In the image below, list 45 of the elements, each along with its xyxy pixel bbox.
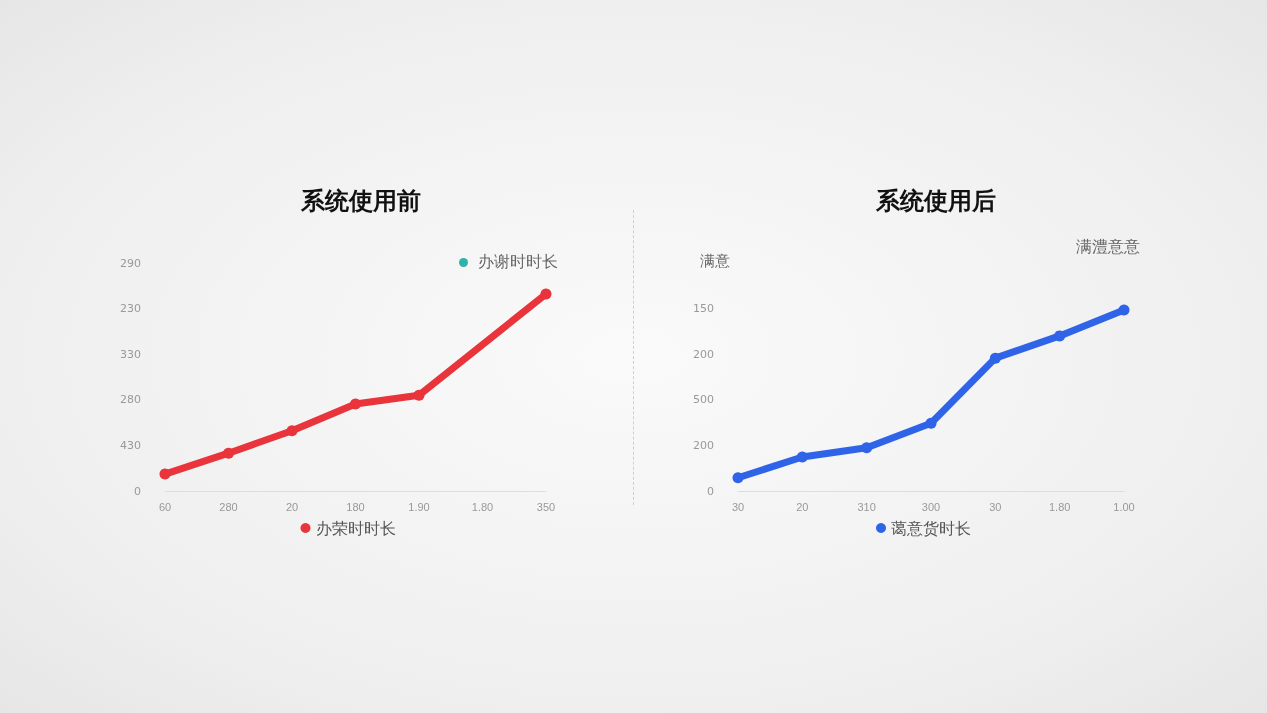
point — [796, 451, 808, 463]
x-tick-label: 30 — [731, 500, 745, 513]
point — [350, 398, 361, 410]
x-tick-label: 280 — [219, 500, 238, 513]
x-tick-label: 20 — [285, 500, 299, 513]
text: 290 — [120, 256, 141, 270]
point — [989, 352, 1001, 364]
point — [861, 442, 873, 454]
x-tick-label: 1.90 — [408, 500, 430, 513]
x-tick-label: 350 — [536, 500, 556, 513]
x-tick-label: 180 — [346, 500, 365, 513]
text: 280 — [120, 393, 141, 407]
legend-label: 蔼意货时长 — [891, 519, 971, 537]
point — [732, 472, 744, 484]
point — [1118, 304, 1130, 316]
x-tick-label: 20 — [796, 500, 809, 513]
x-tick-label: 1.80 — [1048, 500, 1071, 513]
text: 200 — [693, 347, 714, 361]
chart-title: 系统使用后 — [875, 187, 996, 215]
point — [925, 417, 937, 429]
text: 办谢时时长 — [478, 251, 558, 271]
y-axis-title: 满意 — [700, 252, 730, 271]
x-tick-label: 310 — [857, 500, 876, 513]
point — [1054, 330, 1066, 342]
chart-title: 系统使用前 — [299, 187, 421, 215]
point — [413, 389, 425, 401]
point — [540, 288, 552, 300]
x-tick-label: 1.80 — [471, 500, 494, 513]
point — [286, 425, 298, 437]
text: 330 — [120, 347, 141, 361]
text: 150 — [693, 302, 714, 316]
x-tick-label: 60 — [158, 500, 172, 513]
text: 0 — [134, 484, 141, 498]
text: 230 — [120, 302, 141, 316]
point — [159, 468, 171, 480]
text: 0 — [707, 484, 714, 498]
text: 500 — [693, 393, 714, 407]
text: 200 — [693, 438, 714, 452]
x-tick-label: 1.00 — [1113, 500, 1135, 513]
point — [223, 447, 234, 459]
x-tick-label: 30 — [989, 500, 1002, 513]
text: 满澧意意 — [1076, 236, 1140, 256]
text: 430 — [120, 438, 141, 452]
legend-label: 办荣时时长 — [315, 519, 396, 537]
x-tick-label: 300 — [921, 500, 941, 513]
